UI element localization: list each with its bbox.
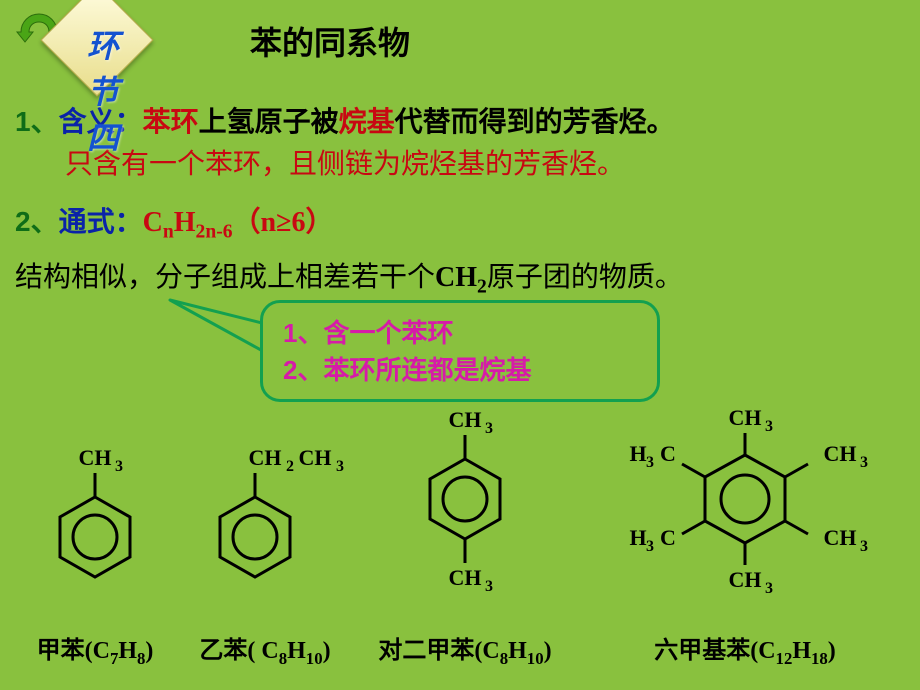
svg-text:3: 3 xyxy=(646,454,654,471)
mol-label: 乙苯( C8H10) xyxy=(175,630,355,669)
mol-pxylene: CH3 CH3 对二甲苯(C8H10) xyxy=(375,397,555,669)
svg-text:C: C xyxy=(660,441,676,466)
p1-t2: 上氢原子被 xyxy=(199,106,339,137)
svg-text:3: 3 xyxy=(336,458,344,475)
mol-hexamethylbenzene: CH3 CH3 CH3 CH3 H3C H3C 六甲基苯(C12H18) xyxy=(590,397,900,669)
point-1-num: 1、 xyxy=(15,106,59,137)
svg-text:CH: CH xyxy=(249,445,282,470)
callout-box: 1、含一个苯环 2、苯环所连都是烷基 xyxy=(260,300,660,402)
molecules-row: CH3 甲苯(C7H8) CH2 CH3 乙苯( C8H10) CH3 CH3 … xyxy=(0,415,920,690)
svg-text:3: 3 xyxy=(860,538,868,555)
svg-text:CH: CH xyxy=(79,445,112,470)
point-2-num: 2、 xyxy=(15,206,59,237)
ethylbenzene-structure: CH2 CH3 xyxy=(175,415,355,625)
svg-text:3: 3 xyxy=(485,420,493,437)
mol-label: 对二甲苯(C8H10) xyxy=(375,630,555,669)
p1-t3: 烷基 xyxy=(339,106,395,137)
hmb-structure: CH3 CH3 CH3 CH3 H3C H3C xyxy=(590,397,900,625)
svg-text:CH: CH xyxy=(299,445,332,470)
svg-text:CH: CH xyxy=(449,565,482,590)
point-2-label: 通式： xyxy=(59,206,143,237)
svg-text:3: 3 xyxy=(115,458,123,475)
svg-text:H: H xyxy=(629,525,646,550)
svg-text:C: C xyxy=(660,525,676,550)
section-tag: 环节四 xyxy=(87,21,119,159)
p1-t1: 苯环 xyxy=(143,106,199,137)
callout-line-2: 2、苯环所连都是烷基 xyxy=(283,350,637,387)
svg-text:CH: CH xyxy=(824,525,857,550)
callout-line-1: 1、含一个苯环 xyxy=(283,313,637,350)
svg-text:CH: CH xyxy=(729,567,762,592)
mol-label: 甲苯(C7H8) xyxy=(25,630,165,669)
slide-header: 环节四 xyxy=(15,8,63,56)
svg-text:CH: CH xyxy=(729,405,762,430)
point-3: 结构相似，分子组成上相差若干个CH2原子团的物质。 xyxy=(15,255,683,299)
svg-text:3: 3 xyxy=(765,418,773,435)
svg-text:3: 3 xyxy=(765,580,773,597)
svg-text:CH: CH xyxy=(449,407,482,432)
point-2: 2、通式：CnH2n-6（n≥6） xyxy=(15,200,334,244)
mol-ethylbenzene: CH2 CH3 乙苯( C8H10) xyxy=(175,415,355,669)
svg-text:3: 3 xyxy=(485,578,493,595)
svg-text:CH: CH xyxy=(824,441,857,466)
pxylene-structure: CH3 CH3 xyxy=(375,397,555,625)
mol-toluene: CH3 甲苯(C7H8) xyxy=(25,415,165,669)
slide-title: 苯的同系物 xyxy=(250,18,410,64)
svg-text:3: 3 xyxy=(860,454,868,471)
general-formula: CnH2n-6（n≥6） xyxy=(143,207,334,238)
mol-label: 六甲基苯(C12H18) xyxy=(590,630,900,669)
svg-text:H: H xyxy=(629,441,646,466)
svg-text:2: 2 xyxy=(286,458,294,475)
point-1-sub: 只含有一个苯环，且侧链为烷烃基的芳香烃。 xyxy=(65,142,625,182)
svg-text:3: 3 xyxy=(646,538,654,555)
p1-t4: 代替而得到的芳香烃。 xyxy=(395,106,675,137)
toluene-structure: CH3 xyxy=(25,415,165,625)
